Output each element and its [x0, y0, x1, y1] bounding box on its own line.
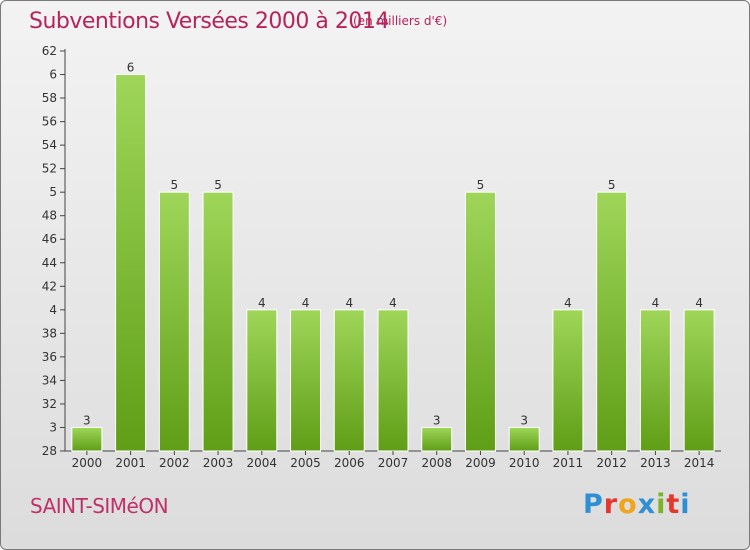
- y-tick-label: 42: [42, 279, 57, 293]
- logo-letter: o: [618, 489, 638, 520]
- logo-letter: t: [666, 489, 681, 520]
- y-tick-label: 36: [42, 350, 57, 364]
- logo-letter: i: [680, 489, 691, 520]
- logo-letter: r: [603, 489, 619, 520]
- data-label: 3: [83, 413, 91, 427]
- bar: [290, 309, 322, 452]
- data-label: 4: [389, 296, 397, 310]
- y-tick-label: 6: [49, 68, 57, 82]
- bar: [421, 426, 453, 452]
- data-label: 4: [695, 296, 703, 310]
- x-tick-label: 2012: [596, 456, 627, 470]
- bar: [552, 309, 584, 452]
- y-tick-label: 48: [42, 209, 57, 223]
- x-tick-label: 2013: [640, 456, 671, 470]
- x-tick-label: 2007: [378, 456, 409, 470]
- y-tick-label: 52: [42, 162, 57, 176]
- y-tick-label: 58: [42, 91, 57, 105]
- data-label: 4: [258, 296, 266, 310]
- data-label: 4: [302, 296, 310, 310]
- x-tick-label: 2002: [159, 456, 190, 470]
- y-tick-label: 62: [42, 44, 57, 58]
- data-label: 3: [433, 413, 441, 427]
- data-label: 5: [608, 178, 616, 192]
- data-label: 3: [520, 413, 528, 427]
- logo-letter: x: [637, 489, 657, 520]
- y-tick-label: 28: [42, 444, 57, 458]
- data-label: 4: [652, 296, 660, 310]
- y-tick-label: 44: [42, 256, 57, 270]
- x-tick-label: 2001: [115, 456, 146, 470]
- y-tick-label: 54: [42, 138, 57, 152]
- x-tick-label: 2003: [203, 456, 234, 470]
- x-tick-label: 2010: [509, 456, 540, 470]
- bar: [246, 309, 278, 452]
- bar: [464, 191, 496, 452]
- proxiti-logo: Proxiti: [583, 489, 691, 520]
- y-tick-label: 3: [49, 420, 57, 434]
- x-tick-label: 2009: [465, 456, 496, 470]
- y-tick-label: 4: [49, 303, 57, 317]
- y-tick-label: 56: [42, 115, 57, 129]
- bar: [115, 74, 147, 452]
- chart-subtitle: (en milliers d'€): [353, 14, 448, 28]
- x-tick-label: 2000: [72, 456, 103, 470]
- y-tick-label: 38: [42, 326, 57, 340]
- bar: [333, 309, 365, 452]
- y-tick-label: 34: [42, 373, 57, 387]
- bar: [158, 191, 190, 452]
- bar: [71, 426, 103, 452]
- x-tick-label: 2014: [684, 456, 715, 470]
- bar: [202, 191, 234, 452]
- x-tick-label: 2004: [247, 456, 278, 470]
- data-label: 5: [171, 178, 179, 192]
- y-tick-label: 32: [42, 397, 57, 411]
- data-label: 5: [214, 178, 222, 192]
- logo-letter: P: [583, 489, 604, 520]
- bar: [377, 309, 409, 452]
- commune-name: SAINT-SIMéON: [30, 494, 169, 518]
- bar: [596, 191, 628, 452]
- bar: [508, 426, 540, 452]
- bar: [639, 309, 671, 452]
- logo-letter: i: [656, 489, 667, 520]
- data-label: 4: [345, 296, 353, 310]
- y-tick-label: 5: [49, 185, 57, 199]
- x-tick-label: 2008: [421, 456, 452, 470]
- x-tick-label: 2011: [553, 456, 584, 470]
- bar: [683, 309, 715, 452]
- data-label: 6: [127, 61, 135, 75]
- data-label: 5: [477, 178, 485, 192]
- chart-title: Subventions Versées 2000 à 2014: [29, 9, 389, 34]
- x-tick-label: 2005: [290, 456, 321, 470]
- y-tick-label: 46: [42, 232, 57, 246]
- data-label: 4: [564, 296, 572, 310]
- x-tick-label: 2006: [334, 456, 365, 470]
